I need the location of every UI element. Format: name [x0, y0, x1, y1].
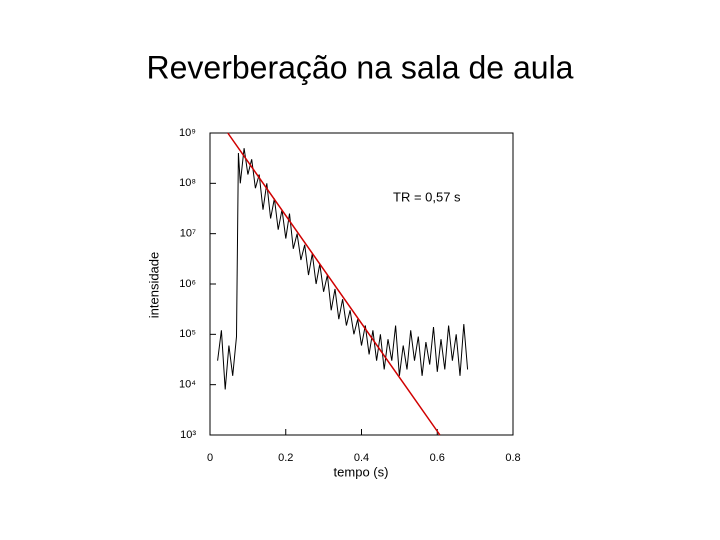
y-axis-label: intensidade [146, 252, 161, 319]
y-tick-label: 10⁴ [179, 379, 196, 391]
y-tick-label: 10⁷ [180, 228, 196, 240]
annotation: TR = 0,57 s [393, 189, 461, 204]
x-tick-label: 0.4 [354, 452, 369, 464]
x-tick-label: 0.8 [505, 452, 520, 464]
series-line [227, 132, 441, 436]
x-axis-label: tempo (s) [334, 464, 389, 479]
y-tick-label: 10⁸ [179, 177, 196, 189]
plot-frame [209, 132, 514, 436]
x-tick-label: 0.6 [430, 452, 445, 464]
slide-title: Reverberação na sala de aula [147, 49, 574, 85]
y-tick-label: 10³ [180, 429, 196, 441]
x-tick-label: 0.2 [278, 452, 293, 464]
y-tick-label: 10⁹ [179, 127, 196, 139]
y-tick-label: 10⁶ [179, 278, 196, 290]
series-line [217, 148, 469, 390]
y-tick-label: 10⁵ [179, 328, 196, 340]
x-tick-label: 0 [207, 452, 213, 464]
